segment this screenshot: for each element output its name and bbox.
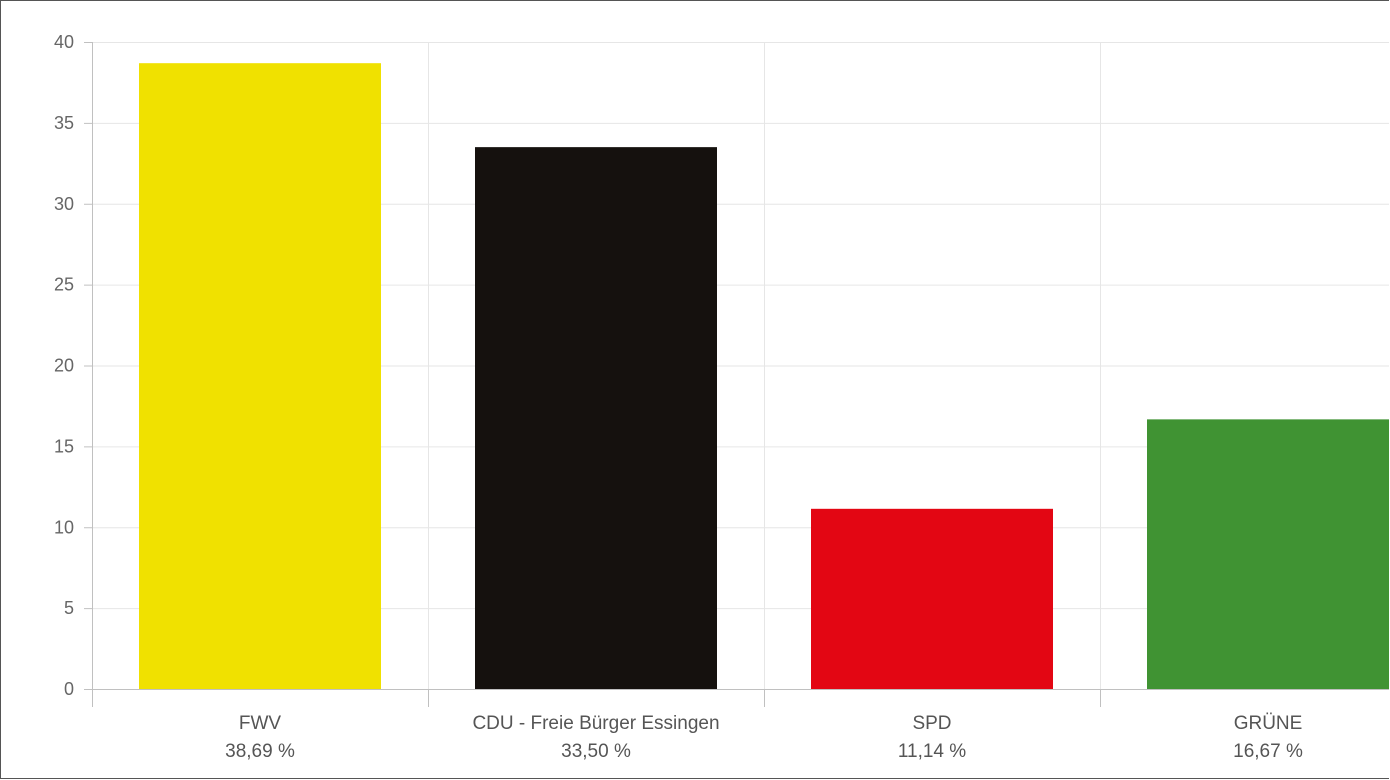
bar-1[interactable] <box>475 147 717 689</box>
y-tick-label: 25 <box>54 275 74 295</box>
y-tick-label: 35 <box>54 113 74 133</box>
x-value-label: 33,50 % <box>561 741 631 762</box>
x-category-label: CDU - Freie Bürger Essingen <box>472 713 719 734</box>
x-value-label: 11,14 % <box>898 741 966 762</box>
bar-0[interactable] <box>139 63 381 689</box>
y-tick-label: 5 <box>64 598 74 618</box>
bar-3[interactable] <box>1147 419 1389 689</box>
x-category-label: FWV <box>239 713 282 734</box>
y-tick-label: 10 <box>54 517 74 537</box>
y-tick-label: 40 <box>54 32 74 52</box>
x-category-label: GRÜNE <box>1234 713 1303 734</box>
y-tick-label: 20 <box>54 356 74 376</box>
y-tick-label: 15 <box>54 436 74 456</box>
bar-2[interactable] <box>811 508 1053 689</box>
y-tick-label: 0 <box>64 679 74 699</box>
y-tick-label: 30 <box>54 194 74 214</box>
x-axis-labels: FWV 38,69 % CDU - Freie Bürger Essingen 33,… <box>225 713 1303 762</box>
x-value-label: 16,67 % <box>1233 741 1303 762</box>
x-value-label: 38,69 % <box>225 741 295 762</box>
bars <box>139 63 1389 689</box>
y-axis-ticks: 0 5 10 15 20 25 30 35 40 <box>54 32 92 699</box>
x-category-label: SPD <box>912 713 951 734</box>
axes <box>92 42 1389 707</box>
